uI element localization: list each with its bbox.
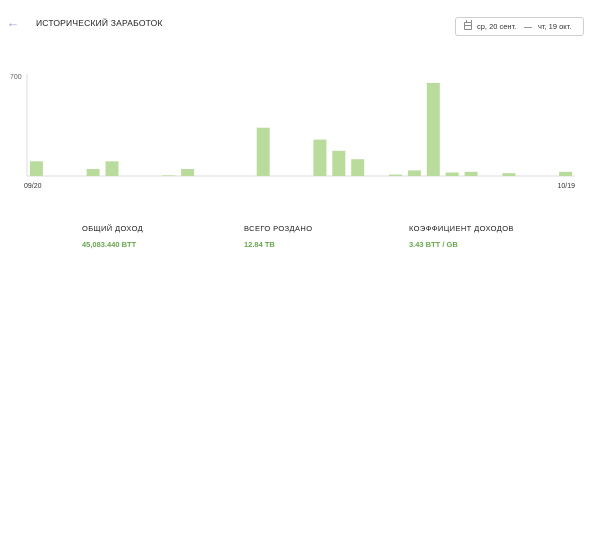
chart-bar[interactable] [313, 139, 327, 176]
stat-value: 45,083.440 BTT [82, 240, 137, 249]
stats-row: ОБЩИЙ ДОХОД 45,083.440 BTT ВСЕГО РОЗДАНО… [0, 224, 603, 264]
stat-label: ВСЕГО РОЗДАНО [244, 224, 313, 233]
chart-bar[interactable] [502, 173, 516, 176]
chart-bar[interactable] [105, 161, 119, 176]
stat-total-seeded: ВСЕГО РОЗДАНО 12.84 TB [244, 224, 312, 249]
date-range-picker[interactable]: ср, 20 сент. чт, 19 окт. [455, 17, 584, 36]
chart-bar[interactable] [464, 171, 478, 176]
chart-bar[interactable] [389, 174, 402, 176]
chart-bar[interactable] [332, 150, 346, 176]
chart-bar[interactable] [351, 159, 365, 176]
chart-bar[interactable] [29, 161, 43, 176]
earnings-chart: 700 09/20 10/19 [10, 74, 575, 190]
chart-bar[interactable] [162, 175, 176, 176]
x-tick-label-start: 09/20 [24, 183, 42, 190]
x-tick-label-end: 10/19 [557, 183, 575, 190]
calendar-icon [464, 20, 472, 30]
date-range-end: чт, 19 окт. [538, 22, 572, 31]
chart-bar[interactable] [181, 169, 195, 176]
y-tick-label: 700 [10, 74, 22, 81]
chart-bar[interactable] [407, 170, 421, 176]
arrow-left-icon[interactable]: ← [6, 15, 20, 30]
stat-total-income: ОБЩИЙ ДОХОД 45,083.440 BTT [82, 224, 143, 249]
chart-bar[interactable] [445, 172, 459, 177]
date-range-start: ср, 20 сент. [477, 22, 517, 31]
chart-bar[interactable] [86, 169, 100, 176]
stat-income-ratio: КОЭФФИЦИЕНТ ДОХОДОВ 3.43 BTT / GB [409, 224, 514, 249]
stat-label: ОБЩИЙ ДОХОД [82, 224, 144, 233]
stat-label: КОЭФФИЦИЕНТ ДОХОДОВ [409, 224, 514, 233]
header: ← ИСТОРИЧЕСКИЙ ЗАРАБОТОК ср, 20 сент. чт… [0, 0, 603, 50]
chart-bar[interactable] [559, 171, 573, 176]
page-title: ИСТОРИЧЕСКИЙ ЗАРАБОТОК [36, 18, 163, 28]
stat-value: 12.84 TB [244, 240, 275, 249]
date-range-separator [524, 27, 532, 28]
stat-value: 3.43 BTT / GB [409, 240, 458, 249]
chart-bar[interactable] [426, 82, 440, 176]
chart-bar[interactable] [256, 127, 270, 176]
